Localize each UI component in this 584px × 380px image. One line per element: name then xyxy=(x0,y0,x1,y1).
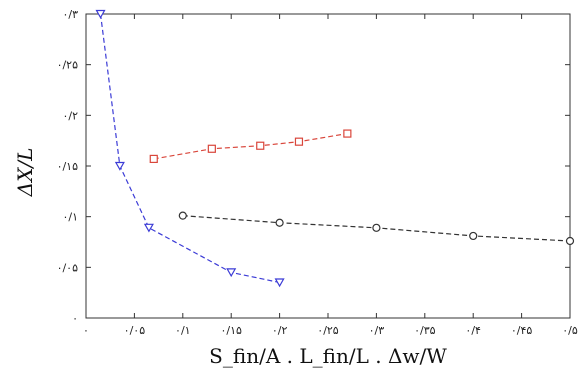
x-tick-label: ۰/۴۵ xyxy=(511,324,533,337)
data-point-circle xyxy=(275,218,284,227)
x-tick-label: ۰/۰۵ xyxy=(124,324,146,337)
series-line-square xyxy=(153,132,348,160)
y-tick-label: ۰/۱۵ xyxy=(57,160,79,173)
data-point-circle xyxy=(178,211,187,220)
x-tick-label: ۰/۵ xyxy=(562,324,578,337)
data-point-circle xyxy=(565,236,575,246)
data-point-triangle-down xyxy=(226,268,237,278)
x-tick-label: ۰/۱۵ xyxy=(220,324,242,337)
x-tick-label: ۰/۴ xyxy=(465,324,481,337)
data-point-circle xyxy=(372,223,381,232)
x-tick-label: ۰/۳۵ xyxy=(414,324,436,337)
x-axis-label: S_fin/A . L_fin/L . Δw/W xyxy=(209,344,447,368)
plot-frame xyxy=(85,13,571,319)
x-tick-label: ۰/۳ xyxy=(369,324,385,337)
x-tick-label: ۰ xyxy=(83,324,89,337)
data-point-square xyxy=(207,144,216,153)
x-tick-label: ۰/۲ xyxy=(272,324,288,337)
x-tick-label: ۰/۱ xyxy=(175,324,191,337)
y-tick-label: ۰ xyxy=(72,312,78,325)
data-point-triangle-down xyxy=(143,223,154,233)
data-point-square xyxy=(294,137,304,146)
y-tick-label: ۰/۱ xyxy=(62,211,78,224)
y-tick-label: ۰/۳ xyxy=(62,8,78,21)
data-point-square xyxy=(256,141,265,150)
y-tick-label: ۰/۰۵ xyxy=(57,261,79,274)
series-line-triangle-down xyxy=(99,13,280,284)
data-point-square xyxy=(343,129,352,138)
data-point-triangle-down xyxy=(274,278,285,288)
data-point-triangle-down xyxy=(95,9,106,19)
y-axis-label: ΔX/L xyxy=(13,148,37,198)
data-point-circle xyxy=(469,231,478,241)
data-point-triangle-down xyxy=(114,161,125,171)
data-point-square xyxy=(149,154,158,164)
y-tick-label: ۰/۲۵ xyxy=(57,59,79,72)
x-tick-label: ۰/۲۵ xyxy=(317,324,339,337)
y-tick-label: ۰/۲ xyxy=(62,109,78,122)
